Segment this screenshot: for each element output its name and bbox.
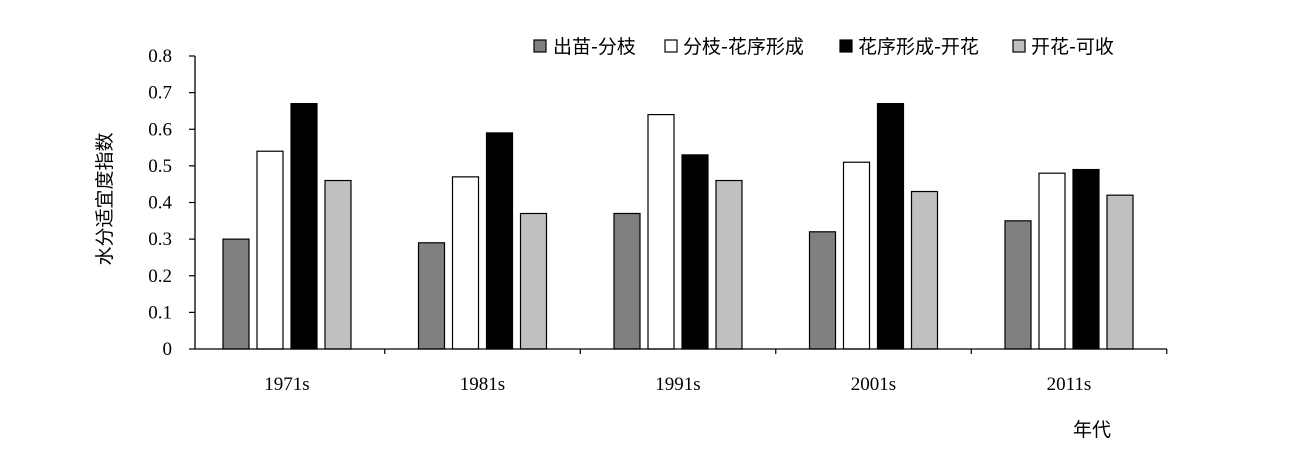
legend-label-2: 花序形成-开花 bbox=[858, 36, 979, 58]
legend-label-0: 出苗-分枝 bbox=[553, 36, 636, 58]
y-tick-label: 0.4 bbox=[148, 193, 172, 214]
legend-swatch-0 bbox=[533, 39, 547, 53]
y-tick-label: 0.6 bbox=[148, 119, 172, 140]
x-ticks: 1971s 1981s 1991s 2001s 2011s bbox=[264, 349, 1168, 395]
y-tick-label: 0.7 bbox=[148, 83, 172, 104]
x-tick-label: 2001s bbox=[851, 374, 896, 395]
bar-series-1-2001s bbox=[842, 161, 871, 350]
x-tick-label: 1971s bbox=[264, 374, 309, 395]
bar-series-2-2001s bbox=[876, 103, 905, 350]
bar-series-3-1971s bbox=[324, 179, 352, 350]
y-tick-label: 0 bbox=[163, 339, 173, 360]
bar-series-1-2011s bbox=[1038, 172, 1066, 350]
bar-series-0-1991s bbox=[613, 212, 641, 350]
bar-series-3-1991s bbox=[715, 179, 743, 350]
legend: 出苗-分枝 分枝-花序形成 花序形成-开花 开花-可收 bbox=[533, 36, 1114, 58]
bar-series-3-2011s bbox=[1106, 194, 1134, 350]
bar-series-2-1981s bbox=[485, 132, 514, 350]
x-tick-label: 1981s bbox=[460, 374, 505, 395]
bar-series-0-1981s bbox=[417, 242, 446, 350]
bar-series-3-1981s bbox=[519, 212, 548, 350]
legend-swatch-2 bbox=[839, 39, 853, 53]
legend-label-1: 分枝-花序形成 bbox=[683, 36, 804, 58]
y-tick-label: 0.5 bbox=[148, 156, 172, 177]
legend-swatch-1 bbox=[664, 39, 678, 53]
x-tick-label: 2011s bbox=[1047, 374, 1092, 395]
y-tick-label: 0.1 bbox=[148, 302, 172, 323]
bar-series-0-2011s bbox=[1004, 220, 1032, 350]
bar-series-2-1971s bbox=[290, 103, 318, 350]
bar-series-2-1991s bbox=[681, 154, 709, 350]
bar-series-2-2011s bbox=[1072, 168, 1100, 350]
legend-label-3: 开花-可收 bbox=[1031, 36, 1114, 58]
y-tick-label: 0.2 bbox=[148, 266, 172, 287]
bar-series-1-1971s bbox=[256, 150, 284, 350]
x-tick-label: 1991s bbox=[655, 374, 700, 395]
bar-series-0-2001s bbox=[808, 231, 837, 350]
bar-series-1-1991s bbox=[647, 113, 675, 350]
bar-series-3-2001s bbox=[910, 190, 939, 350]
y-ticks: 0 0.1 0.2 0.3 0.4 0.5 0.6 0.7 0.8 bbox=[148, 46, 195, 360]
y-tick-label: 0.3 bbox=[148, 229, 172, 250]
bar-series-0-1971s bbox=[222, 238, 250, 350]
legend-swatch-3 bbox=[1012, 39, 1026, 53]
y-tick-label: 0.8 bbox=[148, 46, 172, 67]
y-axis-title: 水分适宜度指数 bbox=[94, 132, 116, 265]
bar-series-1-1981s bbox=[451, 176, 480, 350]
x-axis-title: 年代 bbox=[1073, 419, 1111, 441]
bars bbox=[222, 103, 1134, 350]
